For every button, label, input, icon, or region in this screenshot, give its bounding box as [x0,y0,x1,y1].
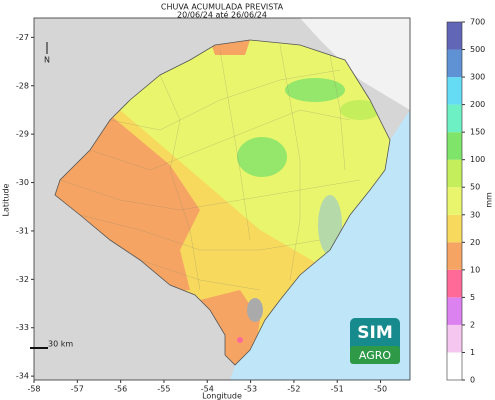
x-tick-label: -55 [157,385,170,394]
colorbar-segment [447,104,462,133]
colorbar-tick-label: 5 [470,293,475,302]
colorbar-tick-label: 300 [470,73,485,82]
x-tick-label: -57 [71,385,84,394]
colorbar-segment [447,187,462,215]
x-tick-label: -50 [374,385,387,394]
colorbar-tick-label: 10 [470,265,480,274]
colorbar-tick-label: 700 [470,18,485,27]
colorbar-segment [447,324,462,353]
colorbar-frame [446,21,463,381]
y-tick-label: -28 [16,81,29,90]
logo-text: AGRO [359,349,391,362]
colorbar-segment [447,297,462,325]
map-area [34,18,410,380]
y-tick-label: -30 [16,178,29,187]
colorbar-segment [447,77,462,105]
colorbar-segment [447,132,462,160]
title-line: CHUVA ACUMULADA PREVISTA [161,3,284,12]
x-axis-label: Longitude [202,392,242,400]
colorbar-tick-label: 200 [470,100,485,109]
colorbar-tick-label: 2 [470,320,475,329]
x-tick-label: -54 [201,385,214,394]
y-tick-label: -29 [16,130,29,139]
colorbar-tick-label: 100 [470,155,485,164]
state-outline [54,39,391,366]
x-tick-label: -51 [331,385,344,394]
santa-catarina [300,18,410,110]
y-tick-label: -32 [16,275,29,284]
scale-label: 30 km [48,340,73,349]
colorbar-segment [447,269,462,298]
colorbar-tick-label: 50 [470,183,480,192]
title-line: 20/06/24 até 26/06/24 [177,10,267,20]
ocean [230,110,410,380]
x-tick-label: -53 [244,385,257,394]
colorbar-tick-label: 150 [470,128,485,137]
colorbar-segment [447,214,462,243]
colorbar-tick-label: 0 [470,376,475,385]
y-tick-label: -33 [16,323,29,332]
x-tick-label: -58 [27,385,40,394]
colorbar-tick-label: 1 [470,348,475,357]
y-axis-label: Latitude [2,183,11,216]
colorbar-segment [447,242,462,270]
colorbar-tick-label: 30 [470,210,480,219]
plot-frame [33,17,411,381]
y-tick-label: -27 [16,33,29,42]
x-tick-label: -52 [287,385,300,394]
colorbar-tick-label: 500 [470,45,485,54]
colorbar-segment [447,159,462,188]
colorbar-tick-label: 20 [470,238,480,247]
colorbar-segment [447,49,462,78]
colorbar-segment [447,22,462,50]
y-tick-label: -34 [16,372,29,381]
y-tick-label: -31 [16,226,29,235]
logo: SIM AGRO [350,318,400,364]
colorbar-label: mm [485,192,494,208]
x-tick-label: -56 [114,385,127,394]
north-label: N [44,56,50,65]
colorbar-segment [447,352,462,380]
logo-text: SIM [357,323,393,343]
